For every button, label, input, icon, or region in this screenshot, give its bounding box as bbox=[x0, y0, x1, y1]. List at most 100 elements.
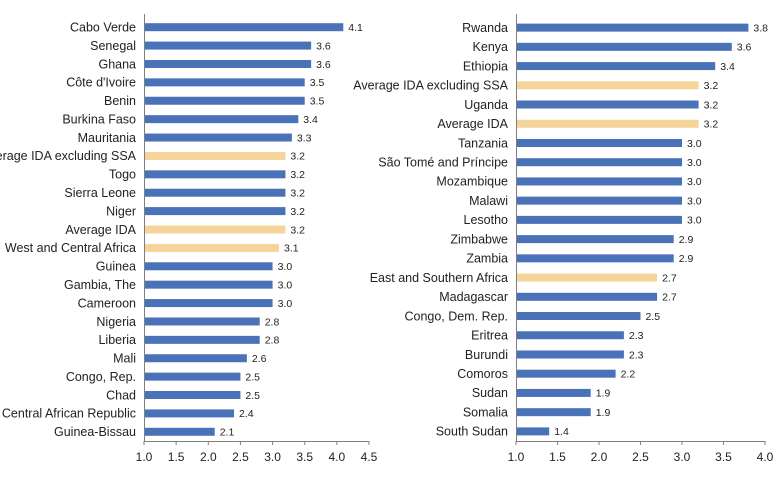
data-label: 2.2 bbox=[621, 369, 636, 381]
bar bbox=[144, 372, 241, 381]
bar bbox=[516, 273, 658, 282]
x-tick-label: 2.5 bbox=[632, 450, 649, 464]
category-label: South Sudan bbox=[436, 425, 508, 439]
category-label: Average IDA excluding SSA bbox=[0, 149, 137, 163]
bar bbox=[516, 158, 682, 167]
category-label: Zimbabwe bbox=[450, 232, 508, 246]
bar bbox=[516, 350, 624, 359]
category-label: Gambia, The bbox=[64, 278, 136, 292]
category-label: Average IDA bbox=[65, 223, 136, 237]
bar bbox=[144, 59, 312, 68]
data-label: 3.2 bbox=[290, 169, 305, 181]
x-tick-label: 1.0 bbox=[136, 450, 153, 464]
category-label: São Tomé and Príncipe bbox=[378, 156, 508, 170]
category-label: Average IDA bbox=[437, 117, 508, 131]
bar bbox=[144, 207, 286, 216]
bar bbox=[144, 354, 247, 363]
bar bbox=[516, 369, 616, 378]
data-label: 3.3 bbox=[297, 132, 312, 144]
category-label: Cabo Verde bbox=[70, 21, 136, 35]
data-label: 3.5 bbox=[310, 77, 325, 89]
category-label: Mauritania bbox=[78, 131, 136, 145]
data-label: 3.0 bbox=[278, 261, 293, 273]
data-label: 4.1 bbox=[348, 22, 363, 34]
category-label: Sierra Leone bbox=[64, 186, 136, 200]
category-label: Liberia bbox=[98, 333, 136, 347]
bar bbox=[144, 41, 312, 50]
data-label: 3.0 bbox=[687, 138, 702, 150]
bar bbox=[144, 299, 273, 308]
category-label: Congo, Rep. bbox=[66, 370, 136, 384]
category-label: Central African Republic bbox=[2, 407, 136, 421]
x-tick-label: 4.0 bbox=[757, 450, 774, 464]
category-label: Guinea-Bissau bbox=[54, 425, 136, 439]
data-label: 3.2 bbox=[290, 206, 305, 218]
bar bbox=[144, 317, 260, 326]
x-tick-label: 4.0 bbox=[329, 450, 346, 464]
x-tick-label: 3.5 bbox=[296, 450, 313, 464]
data-label: 3.2 bbox=[290, 151, 305, 163]
x-tick-label: 1.0 bbox=[508, 450, 525, 464]
category-label: Ethiopia bbox=[463, 59, 508, 73]
category-label: Eritrea bbox=[471, 329, 508, 343]
data-label: 3.2 bbox=[704, 80, 719, 92]
category-label: Burundi bbox=[465, 348, 508, 362]
data-label: 2.5 bbox=[646, 311, 661, 323]
bar bbox=[144, 427, 215, 436]
data-label: 2.5 bbox=[245, 371, 260, 383]
category-label: Mali bbox=[113, 352, 136, 366]
data-label: 2.8 bbox=[265, 316, 280, 328]
data-label: 3.6 bbox=[316, 40, 331, 52]
category-label: Sudan bbox=[472, 386, 508, 400]
bar bbox=[144, 280, 273, 289]
category-label: Benin bbox=[104, 94, 136, 108]
data-label: 2.9 bbox=[679, 234, 694, 246]
bar bbox=[144, 243, 279, 252]
data-label: 2.7 bbox=[662, 292, 677, 304]
bar bbox=[516, 215, 682, 224]
category-label: Somalia bbox=[463, 405, 508, 419]
bar bbox=[144, 391, 241, 400]
category-label: Madagascar bbox=[439, 290, 508, 304]
category-label: Niger bbox=[106, 204, 136, 218]
data-label: 3.1 bbox=[284, 243, 299, 255]
category-label: West and Central Africa bbox=[5, 241, 136, 255]
bar bbox=[516, 331, 624, 340]
category-label: Congo, Dem. Rep. bbox=[404, 309, 508, 323]
category-label: Guinea bbox=[96, 260, 136, 274]
data-label: 2.5 bbox=[245, 390, 260, 402]
category-label: Togo bbox=[109, 168, 136, 182]
bar bbox=[144, 188, 286, 197]
bar bbox=[144, 170, 286, 179]
data-label: 3.6 bbox=[737, 42, 752, 54]
category-label: Ghana bbox=[98, 57, 136, 71]
data-label: 3.0 bbox=[278, 279, 293, 291]
data-label: 3.8 bbox=[753, 22, 768, 34]
bar bbox=[516, 100, 699, 109]
bar bbox=[516, 42, 732, 51]
data-label: 1.9 bbox=[596, 388, 611, 400]
bar bbox=[516, 292, 658, 301]
x-tick-label: 4.5 bbox=[361, 450, 378, 464]
bar bbox=[516, 62, 716, 71]
data-label: 3.4 bbox=[720, 61, 735, 73]
category-label: East and Southern Africa bbox=[370, 271, 508, 285]
bar bbox=[516, 235, 674, 244]
category-label: Cameroon bbox=[78, 296, 136, 310]
category-label: Senegal bbox=[90, 39, 136, 53]
data-label: 3.6 bbox=[316, 59, 331, 71]
category-label: Nigeria bbox=[96, 315, 136, 329]
bar bbox=[144, 151, 286, 160]
category-label: Lesotho bbox=[464, 213, 509, 227]
x-tick-label: 2.5 bbox=[232, 450, 249, 464]
bar bbox=[516, 408, 591, 417]
data-label: 3.5 bbox=[310, 96, 325, 108]
x-tick-label: 3.0 bbox=[264, 450, 281, 464]
data-label: 3.2 bbox=[704, 99, 719, 111]
x-tick-label: 3.0 bbox=[674, 450, 691, 464]
data-label: 3.2 bbox=[290, 224, 305, 236]
category-label: Mozambique bbox=[436, 175, 508, 189]
data-label: 1.9 bbox=[596, 407, 611, 419]
